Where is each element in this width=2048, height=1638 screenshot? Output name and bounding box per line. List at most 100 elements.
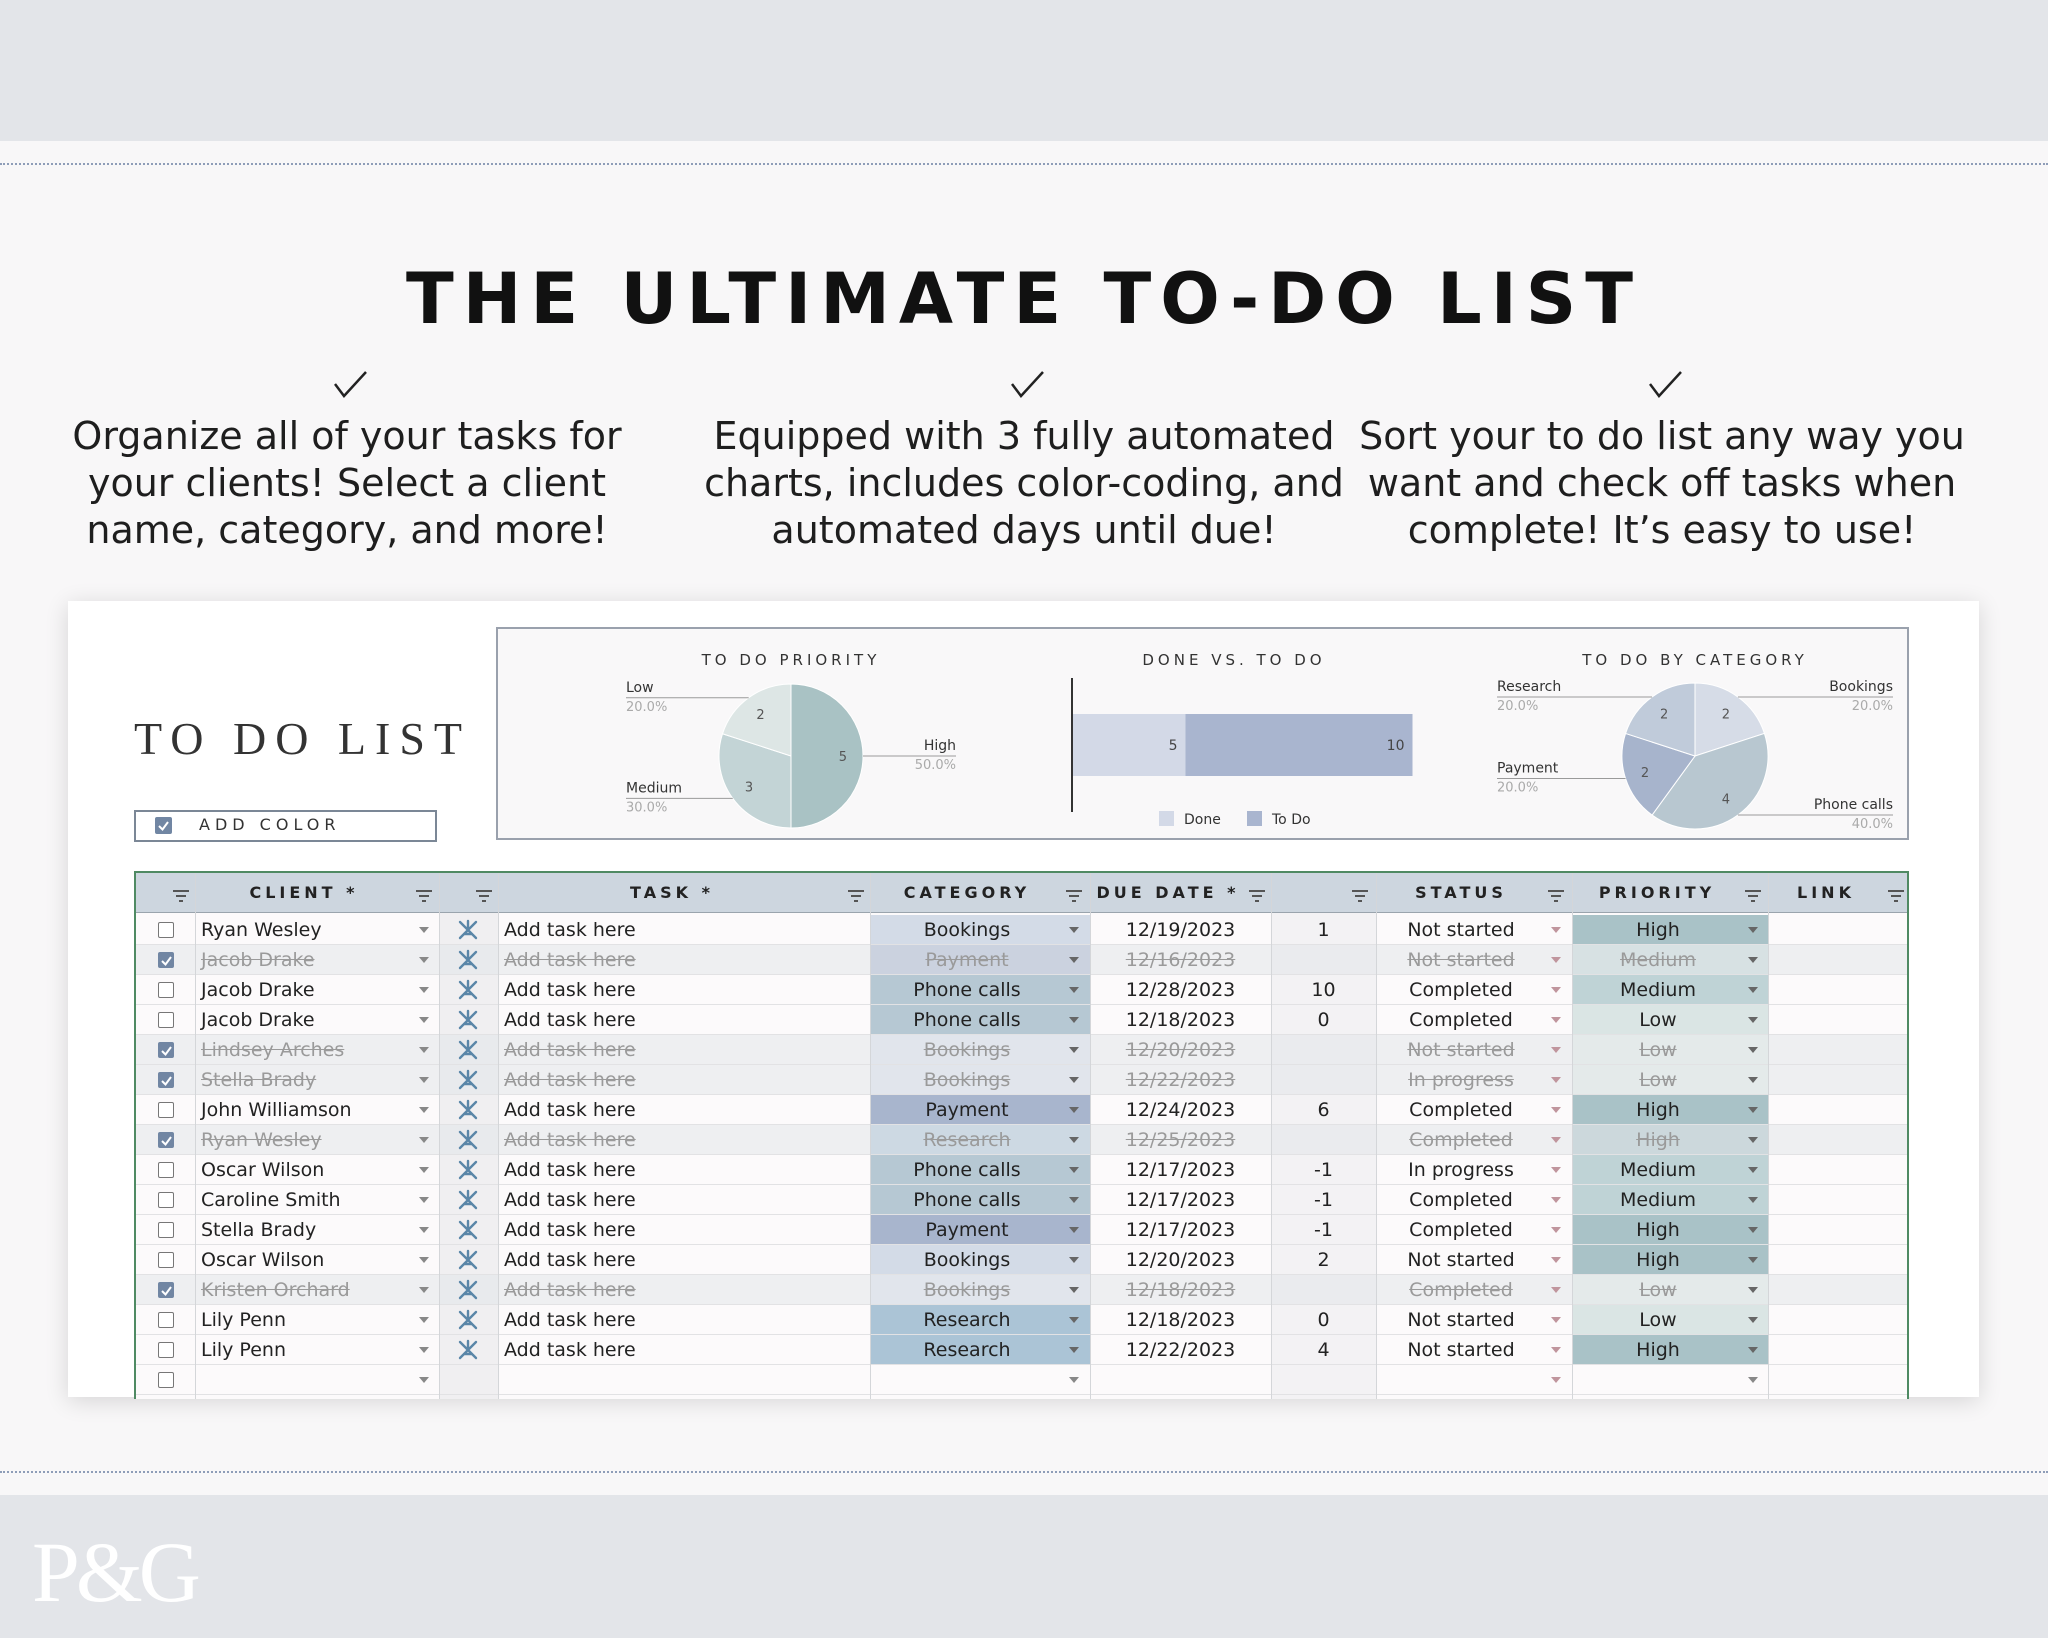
dropdown-arrow[interactable] <box>1748 1227 1758 1233</box>
dropdown-arrow[interactable] <box>419 1257 429 1263</box>
dropdown-arrow[interactable] <box>1748 1077 1758 1083</box>
dropdown-arrow[interactable] <box>419 987 429 993</box>
dropdown-arrow[interactable] <box>1748 1017 1758 1023</box>
dropdown-arrow[interactable] <box>1748 1137 1758 1143</box>
filter-button[interactable] <box>1888 887 1904 902</box>
checkbox[interactable] <box>158 1102 174 1118</box>
checkbox[interactable] <box>158 1222 174 1238</box>
dropdown-arrow[interactable] <box>1551 957 1561 963</box>
filter-button[interactable] <box>1548 887 1564 902</box>
checkbox[interactable] <box>158 1252 174 1268</box>
checkbox[interactable] <box>158 1342 174 1358</box>
checkbox[interactable] <box>158 1162 174 1178</box>
dropdown-arrow[interactable] <box>1069 1047 1079 1053</box>
filter-button[interactable] <box>1066 887 1082 902</box>
dropdown-arrow[interactable] <box>1551 987 1561 993</box>
dropdown-arrow[interactable] <box>1551 1377 1561 1383</box>
dropdown-arrow[interactable] <box>419 1047 429 1053</box>
dropdown-arrow[interactable] <box>1069 1077 1079 1083</box>
dropdown-arrow[interactable] <box>1748 927 1758 933</box>
client-cell: Stella Brady <box>201 1219 317 1241</box>
due-date-cell: 12/18/2023 <box>1125 1279 1236 1301</box>
dropdown-arrow[interactable] <box>1069 1317 1079 1323</box>
filter-button[interactable] <box>1249 887 1265 902</box>
dropdown-arrow[interactable] <box>1069 987 1079 993</box>
dropdown-arrow[interactable] <box>1551 1047 1561 1053</box>
dropdown-arrow[interactable] <box>419 1317 429 1323</box>
dropdown-arrow[interactable] <box>419 957 429 963</box>
priority-fill <box>1573 1245 1768 1274</box>
dropdown-arrow[interactable] <box>1069 927 1079 933</box>
checkbox[interactable] <box>158 1072 174 1088</box>
dropdown-arrow[interactable] <box>419 1107 429 1113</box>
checkbox[interactable] <box>158 1192 174 1208</box>
dropdown-arrow[interactable] <box>1748 1347 1758 1353</box>
dropdown-arrow[interactable] <box>419 1137 429 1143</box>
dropdown-arrow[interactable] <box>1748 1317 1758 1323</box>
checkbox[interactable] <box>158 952 174 968</box>
days-until-due: 10 <box>1311 979 1336 1001</box>
checkbox[interactable] <box>158 1012 174 1028</box>
dropdown-arrow[interactable] <box>1551 1257 1561 1263</box>
dropdown-arrow[interactable] <box>1748 1377 1758 1383</box>
dropdown-arrow[interactable] <box>1748 1107 1758 1113</box>
slice-percent: 20.0% <box>1852 699 1893 714</box>
add-color-toggle[interactable]: ADD COLOR <box>134 810 437 842</box>
dropdown-arrow[interactable] <box>1551 1347 1561 1353</box>
dropdown-arrow[interactable] <box>1748 957 1758 963</box>
category-fill <box>871 945 1090 974</box>
dropdown-arrow[interactable] <box>1551 1077 1561 1083</box>
dropdown-arrow[interactable] <box>419 1077 429 1083</box>
table-row <box>136 1185 1907 1215</box>
dropdown-arrow[interactable] <box>1551 1287 1561 1293</box>
dropdown-arrow[interactable] <box>1069 1197 1079 1203</box>
dropdown-arrow[interactable] <box>419 927 429 933</box>
dropdown-arrow[interactable] <box>1748 1047 1758 1053</box>
dropdown-arrow[interactable] <box>1551 1317 1561 1323</box>
dropdown-arrow[interactable] <box>1069 1227 1079 1233</box>
filter-button[interactable] <box>476 887 492 902</box>
checkbox[interactable] <box>155 817 172 834</box>
dropdown-arrow[interactable] <box>419 1377 429 1383</box>
dropdown-arrow[interactable] <box>1069 1107 1079 1113</box>
checkbox[interactable] <box>158 1312 174 1328</box>
dropdown-arrow[interactable] <box>1069 1167 1079 1173</box>
dropdown-arrow[interactable] <box>1551 1017 1561 1023</box>
filter-button[interactable] <box>173 887 189 902</box>
filter-button[interactable] <box>1745 887 1761 902</box>
checkbox[interactable] <box>158 1282 174 1298</box>
dropdown-arrow[interactable] <box>1748 1257 1758 1263</box>
dropdown-arrow[interactable] <box>1069 1257 1079 1263</box>
dropdown-arrow[interactable] <box>419 1017 429 1023</box>
dropdown-arrow[interactable] <box>1551 1167 1561 1173</box>
dropdown-arrow[interactable] <box>1069 1287 1079 1293</box>
dropdown-arrow[interactable] <box>419 1227 429 1233</box>
dropdown-arrow[interactable] <box>1551 1107 1561 1113</box>
dropdown-arrow[interactable] <box>1748 1167 1758 1173</box>
dropdown-arrow[interactable] <box>419 1197 429 1203</box>
dropdown-arrow[interactable] <box>419 1347 429 1353</box>
checkbox[interactable] <box>158 1372 174 1388</box>
checkbox[interactable] <box>158 1042 174 1058</box>
filter-button[interactable] <box>416 887 432 902</box>
checkbox[interactable] <box>158 1132 174 1148</box>
dropdown-arrow[interactable] <box>1069 1017 1079 1023</box>
dropdown-arrow[interactable] <box>1551 1137 1561 1143</box>
dropdown-arrow[interactable] <box>419 1287 429 1293</box>
dropdown-arrow[interactable] <box>1069 1347 1079 1353</box>
dropdown-arrow[interactable] <box>1069 957 1079 963</box>
filter-button[interactable] <box>848 887 864 902</box>
filter-button[interactable] <box>1352 887 1368 902</box>
dropdown-arrow[interactable] <box>1551 1197 1561 1203</box>
slice-value-label: 2 <box>1641 766 1649 781</box>
dropdown-arrow[interactable] <box>1551 1227 1561 1233</box>
dropdown-arrow[interactable] <box>419 1167 429 1173</box>
dropdown-arrow[interactable] <box>1748 987 1758 993</box>
dropdown-arrow[interactable] <box>1069 1377 1079 1383</box>
checkbox[interactable] <box>158 982 174 998</box>
dropdown-arrow[interactable] <box>1551 927 1561 933</box>
dropdown-arrow[interactable] <box>1069 1137 1079 1143</box>
dropdown-arrow[interactable] <box>1748 1197 1758 1203</box>
checkbox[interactable] <box>158 922 174 938</box>
dropdown-arrow[interactable] <box>1748 1287 1758 1293</box>
